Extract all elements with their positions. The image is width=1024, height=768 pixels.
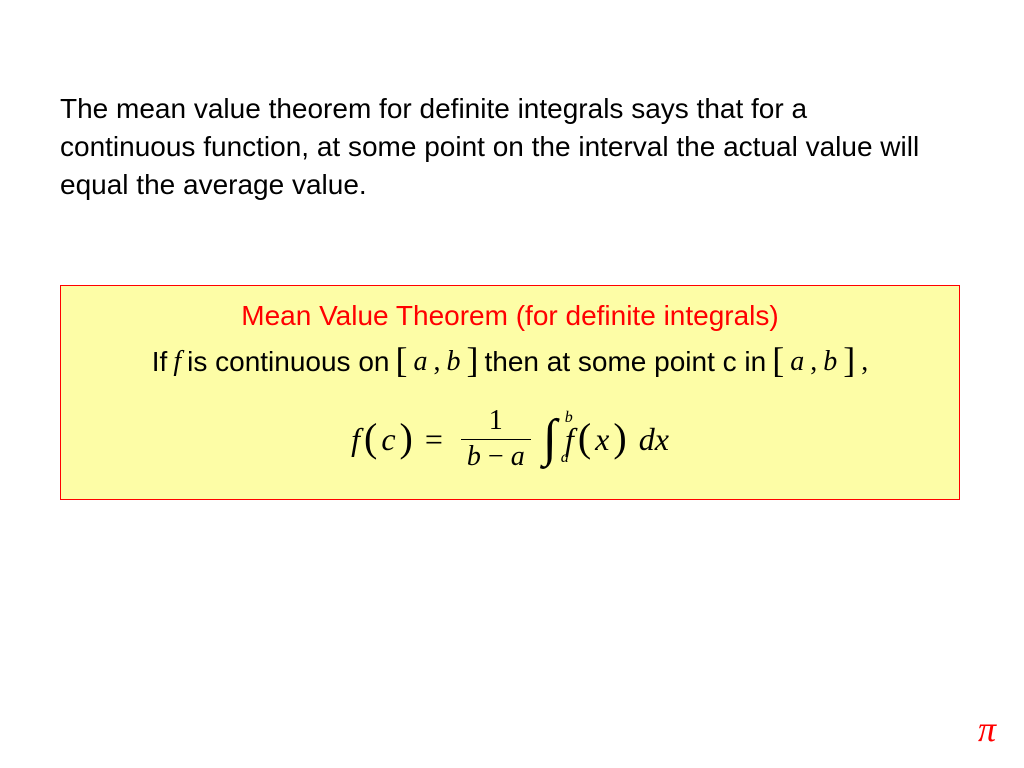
stmt-if: If [152, 346, 168, 378]
var-a-2: a [790, 346, 804, 378]
lhs-f: f [351, 421, 360, 458]
theorem-box: Mean Value Theorem (for definite integra… [60, 285, 960, 500]
lhs-rparen: ) [400, 414, 413, 461]
theorem-title: Mean Value Theorem (for definite integra… [81, 300, 939, 332]
den-a: a [511, 441, 525, 472]
dx: dx [639, 421, 669, 458]
left-bracket-2: [ [772, 346, 784, 374]
intro-paragraph: The mean value theorem for definite inte… [60, 90, 940, 203]
stmt-then: then at some point c in [484, 346, 766, 378]
var-f: f [173, 346, 181, 378]
left-bracket-1: [ [395, 346, 407, 374]
rhs-rparen: ) [613, 414, 626, 461]
frac-den: b − a [461, 439, 531, 473]
right-bracket-1: ] [466, 346, 478, 374]
frac-num: 1 [483, 406, 509, 439]
var-b-1: b [446, 346, 460, 378]
lhs-lparen: ( [364, 414, 377, 461]
var-b-2: b [823, 346, 837, 378]
formula-wrap: f ( c ) = 1 b − a ∫ b a f ( x ) dx [81, 406, 939, 473]
integral: ∫ b a [543, 413, 557, 465]
den-b: b [467, 441, 481, 472]
integral-lower: a [561, 449, 569, 467]
formula: f ( c ) = 1 b − a ∫ b a f ( x ) dx [351, 406, 669, 473]
right-bracket-2: ] [843, 346, 855, 374]
comma-1: , [433, 346, 440, 378]
integral-upper: b [565, 409, 573, 427]
stmt-trail-comma: , [861, 346, 868, 378]
var-a-1: a [413, 346, 427, 378]
pi-icon: π [978, 708, 996, 750]
theorem-statement: If f is continuous on [ a , b ] then at … [81, 346, 939, 378]
rhs-lparen: ( [578, 414, 591, 461]
fraction: 1 b − a [461, 406, 531, 473]
rhs-x: x [595, 421, 609, 458]
comma-2: , [810, 346, 817, 378]
stmt-continuous: is continuous on [187, 346, 389, 378]
den-minus: − [488, 441, 504, 472]
lhs-c: c [381, 421, 395, 458]
equals: = [425, 421, 443, 458]
integral-sign: ∫ [543, 410, 557, 467]
